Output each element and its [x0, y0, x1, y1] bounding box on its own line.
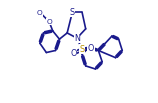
Text: N: N — [74, 34, 80, 43]
Text: O: O — [46, 19, 52, 25]
Text: S: S — [70, 8, 75, 17]
Text: O: O — [70, 49, 76, 58]
Text: O: O — [88, 44, 94, 53]
Text: S: S — [79, 45, 85, 54]
Text: O: O — [36, 10, 42, 16]
